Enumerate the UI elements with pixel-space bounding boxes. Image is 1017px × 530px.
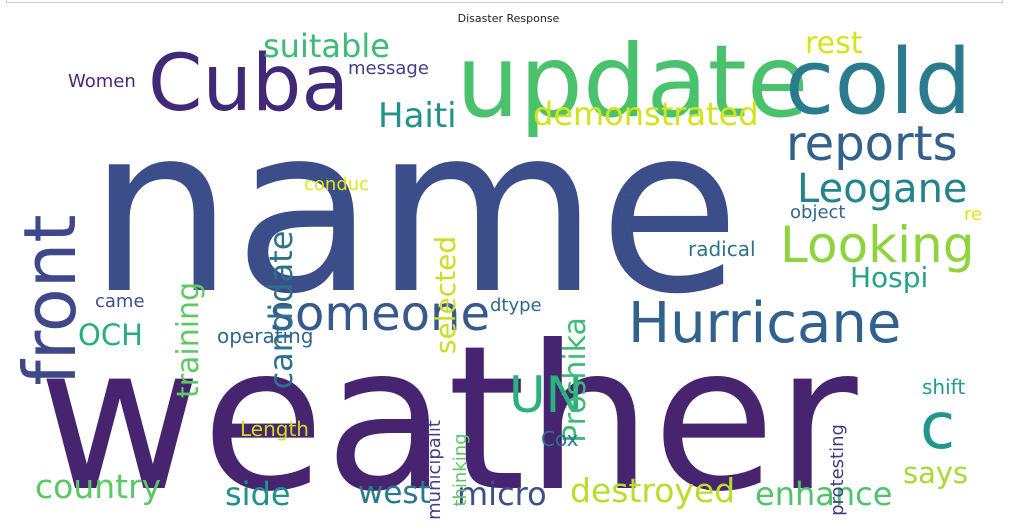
word-reports: reports xyxy=(786,116,958,172)
word-dtype: dtype xyxy=(490,295,542,316)
word-women: Women xyxy=(68,71,136,92)
word-suitable: suitable xyxy=(263,27,390,65)
word-says: says xyxy=(903,456,968,490)
word-update: update xyxy=(456,23,808,140)
word-protesting: protesting xyxy=(827,424,848,516)
word-selected: selected xyxy=(429,236,462,354)
word-c: c xyxy=(920,390,955,464)
word-hurricane: Hurricane xyxy=(628,291,901,356)
word-proshika: Proshika xyxy=(558,317,593,443)
word-radical: radical xyxy=(688,237,756,261)
word-conduc: conduc xyxy=(304,174,369,195)
word-training: training xyxy=(171,282,206,398)
word-enhance: enhance xyxy=(755,475,892,513)
word-country: country xyxy=(35,467,161,506)
word-candidate: candidate xyxy=(262,231,300,390)
word-came: came xyxy=(95,291,145,312)
word-thinking: thinking xyxy=(450,433,471,506)
word-weather: weather xyxy=(38,303,858,530)
word-rest: rest xyxy=(805,26,863,61)
word-un: UN xyxy=(509,366,583,424)
word-hospi: Hospi xyxy=(850,261,928,294)
word-demonstrated: demonstrated xyxy=(533,95,759,133)
word-side: side xyxy=(225,475,291,513)
word-re: re xyxy=(964,204,982,225)
word-west: west xyxy=(358,475,431,511)
word-name: name xyxy=(88,78,740,345)
word-destroyed: destroyed xyxy=(570,471,735,510)
chart-title: Disaster Response xyxy=(457,12,560,25)
word-looking: Looking xyxy=(780,216,974,274)
word-cuba: Cuba xyxy=(148,39,349,129)
word-front: front xyxy=(8,214,92,385)
word-cold: cold xyxy=(785,30,972,135)
word-bazar: Bazar xyxy=(615,189,636,241)
word-length: Length xyxy=(240,417,309,441)
word-micro: micro xyxy=(457,475,547,513)
word-haiti: Haiti xyxy=(378,96,457,136)
word-operating: operating xyxy=(217,324,313,348)
word-shift: shift xyxy=(922,375,965,399)
figure-frame xyxy=(6,0,1003,3)
word-someone: someone xyxy=(270,286,490,342)
word-och: OCH xyxy=(78,318,143,352)
word-municipalit: municipalit xyxy=(424,420,445,520)
word-message: message xyxy=(348,58,429,79)
word-leogane: Leogane xyxy=(797,166,968,212)
word-object: object xyxy=(790,202,845,223)
word-cox: Cox xyxy=(541,427,579,451)
